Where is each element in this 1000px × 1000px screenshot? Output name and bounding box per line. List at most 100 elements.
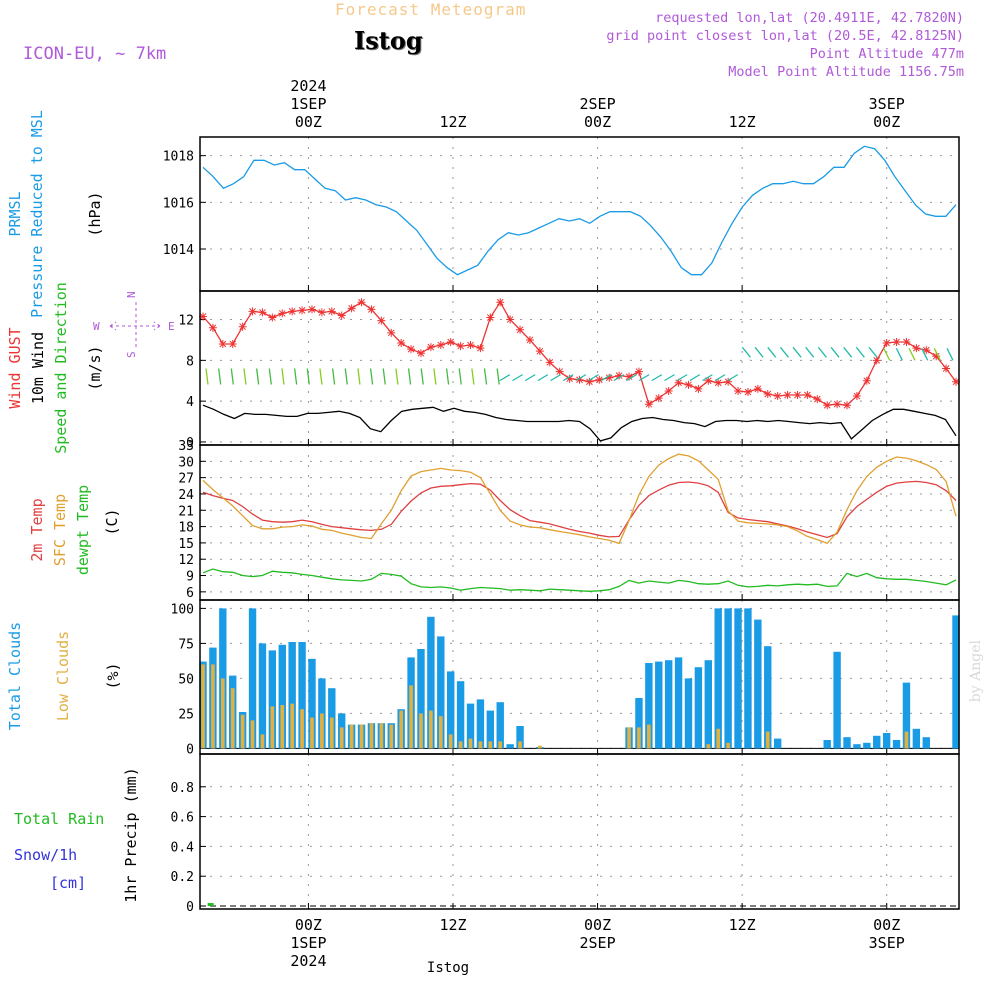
low-cloud-bar-18: [379, 723, 384, 749]
wind-arrow-0: [205, 368, 209, 385]
low-cloud-bar-24: [438, 716, 443, 749]
low-cloud-bar-7: [270, 706, 275, 749]
gust-marker-62: [813, 395, 822, 404]
low-cloud-bar-14: [339, 727, 344, 749]
total-cloud-bar-72: [912, 728, 921, 749]
wind-arrow-56: [908, 348, 916, 361]
axis-title-total-clouds: Total Clouds: [6, 622, 24, 730]
total-cloud-bar-48: [674, 657, 683, 749]
total-cloud-bar-32: [516, 726, 524, 749]
wind-arrow-24: [499, 374, 511, 382]
requested-coords: requested lon,lat (20.4911E, 42.7820N): [655, 10, 964, 26]
low-cloud-bar-19: [389, 724, 394, 749]
gust-marker-60: [793, 391, 802, 400]
wind-arrow-8: [306, 368, 310, 385]
compass-n: N: [125, 291, 138, 298]
wind-arrow-47: [792, 346, 802, 358]
y-tick-label-4-1: 0.2: [171, 870, 194, 885]
gust-marker-22: [416, 349, 425, 358]
wind-arrow-28: [550, 374, 561, 382]
y-tick-label-0-2: 1018: [163, 150, 194, 165]
gust-marker-23: [426, 343, 435, 352]
axis-title-low-clouds: Low Clouds: [54, 631, 72, 721]
y-tick-label-2-7: 27: [178, 472, 194, 487]
compass-s: S: [125, 351, 138, 358]
total-cloud-bar-24: [437, 636, 445, 749]
wind-arrow-52: [855, 346, 865, 358]
y-tick-label-4-4: 0.8: [171, 781, 194, 796]
low-cloud-bar-4: [240, 714, 245, 749]
location-title: Istog: [354, 26, 423, 55]
low-cloud-bar-32: [518, 741, 522, 749]
series-line-2-1: [202, 453, 957, 545]
total-cloud-bar-8: [278, 644, 286, 749]
low-cloud-bar-10: [300, 709, 304, 749]
gust-marker-7: [268, 313, 277, 322]
model-altitude: Model Point Altitude 1156.75m: [728, 64, 964, 80]
total-cloud-bar-5: [248, 608, 257, 749]
y-tick-label-2-1: 9: [186, 570, 194, 585]
total-cloud-bar-9: [288, 642, 296, 749]
gust-marker-44: [634, 367, 643, 376]
low-cloud-bar-25: [448, 734, 453, 749]
low-cloud-bar-44: [637, 727, 641, 749]
wind-arrow-42: [727, 374, 739, 382]
top-time-label-0: 00Z: [295, 113, 322, 131]
y-tick-label-0-0: 1014: [163, 243, 194, 258]
wind-arrow-25: [512, 374, 523, 382]
gust-marker-30: [496, 298, 505, 307]
total-cloud-bar-73: [922, 737, 930, 749]
series-line-2-2: [202, 568, 957, 592]
wind-arrow-37: [664, 374, 675, 382]
wind-arrow-21: [471, 368, 475, 385]
compass-e: E: [168, 320, 175, 333]
wind-arrow-4: [255, 368, 260, 385]
gust-marker-42: [615, 371, 624, 380]
total-cloud-bar-54: [734, 608, 742, 749]
axis-unit-ms: (m/s): [86, 345, 104, 390]
y-tick-label-3-3: 75: [178, 637, 194, 652]
axis-title-wind: 10m Wind: [29, 332, 47, 404]
gust-marker-64: [833, 400, 842, 409]
wind-arrow-32: [600, 374, 612, 382]
gust-marker-49: [684, 380, 693, 389]
low-cloud-bar-6: [260, 734, 265, 749]
y-tick-label-3-0: 0: [186, 742, 194, 757]
gust-marker-16: [357, 298, 366, 307]
wind-arrow-35: [638, 374, 650, 382]
y-tick-label-1-3: 12: [178, 314, 194, 329]
gust-marker-14: [337, 311, 346, 320]
axis-title-2m-temp: 2m Temp: [28, 498, 46, 561]
total-cloud-bar-51: [704, 660, 712, 749]
total-cloud-bar-29: [486, 710, 495, 749]
low-cloud-bar-71: [904, 731, 909, 749]
bottom-time-label-1: 12Z: [439, 916, 466, 934]
low-cloud-bar-17: [369, 723, 374, 749]
gust-marker-37: [565, 374, 574, 383]
gust-marker-38: [575, 375, 584, 384]
series-line-2-0: [202, 480, 957, 539]
total-cloud-bar-31: [506, 744, 514, 749]
total-cloud-bar-7: [268, 650, 277, 749]
panel-frame-0: [199, 136, 960, 292]
total-cloud-bar-30: [496, 702, 504, 749]
series-line-1-1: [202, 404, 957, 442]
gust-marker-41: [605, 373, 614, 382]
gust-marker-53: [724, 377, 733, 386]
top-time-label-3: 12Z: [729, 113, 756, 131]
total-cloud-bar-64: [833, 651, 841, 749]
total-cloud-bar-28: [476, 699, 485, 749]
low-cloud-bar-8: [280, 705, 285, 749]
wind-arrow-39: [689, 374, 701, 382]
gust-marker-56: [753, 384, 762, 393]
gust-marker-10: [298, 306, 307, 315]
gust-marker-43: [625, 372, 634, 381]
low-cloud-bar-21: [409, 685, 413, 749]
gust-marker-40: [595, 375, 604, 384]
wind-arrow-36: [651, 374, 663, 382]
total-cloud-bar-47: [664, 660, 673, 749]
total-cloud-bar-49: [684, 678, 693, 749]
total-cloud-bar-67: [863, 742, 871, 749]
y-tick-label-4-3: 0.6: [171, 811, 194, 826]
top-time-label-2: 00Z: [584, 113, 611, 131]
